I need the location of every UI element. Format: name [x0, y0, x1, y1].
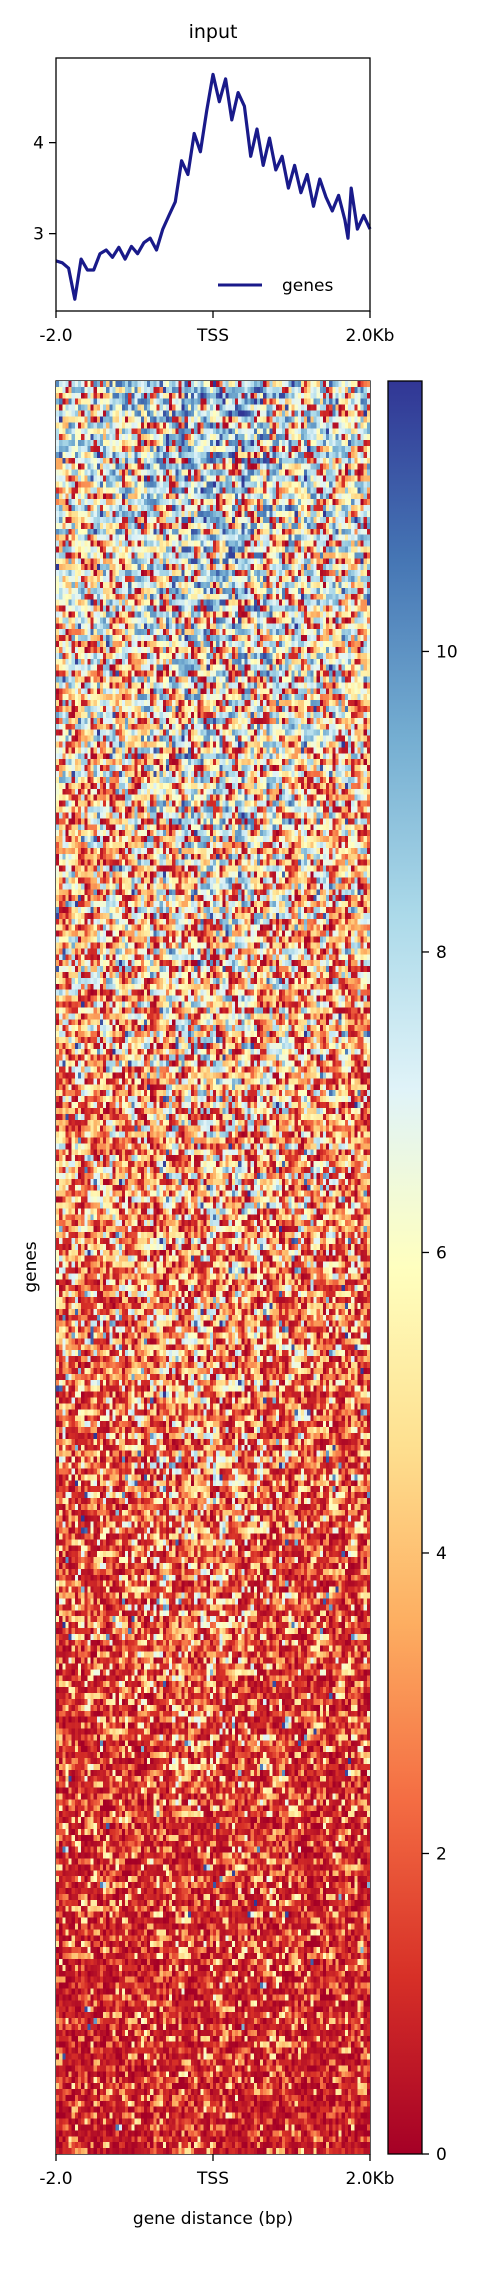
heatmap-x-axis: -2.0 TSS 2.0Kb — [39, 2154, 394, 2189]
profile-title: input — [189, 21, 238, 43]
heatmap-x-tick-label: -2.0 — [39, 2169, 72, 2189]
profile-x-tick-label: TSS — [196, 326, 229, 346]
profile-plot-area — [55, 72, 372, 301]
colorbar-tick-label: 6 — [436, 1243, 447, 1263]
colorbar-axis: 0 2 4 6 8 10 — [422, 642, 458, 2165]
heatmap-x-tick-label: 2.0Kb — [346, 2169, 395, 2189]
series-genes-line — [55, 72, 372, 301]
profile-x-tick-label: -2.0 — [39, 326, 72, 346]
heatmap-y-label: genes — [21, 1241, 41, 1292]
profile-x-tick-label: 2.0Kb — [346, 326, 395, 346]
heatmap-x-label: gene distance (bp) — [133, 2209, 293, 2229]
heatmap-cells — [56, 381, 370, 2154]
colorbar-tick-label: 10 — [436, 642, 458, 662]
profile-y-tick-label: 4 — [33, 134, 44, 154]
colorbar-tick-label: 4 — [436, 1544, 447, 1564]
profile-y-axis: 34 — [33, 134, 56, 245]
legend-label-genes: genes — [282, 276, 333, 296]
heatmap-x-tick-label: TSS — [196, 2169, 229, 2189]
colorbar-gradient — [388, 381, 422, 2154]
profile-x-axis: -2.0 TSS 2.0Kb — [39, 311, 394, 346]
colorbar-tick-label: 0 — [436, 2145, 447, 2165]
profile-y-tick-label: 3 — [33, 225, 44, 245]
colorbar-tick-label: 2 — [436, 1844, 447, 1864]
profile-legend: genes — [218, 276, 333, 296]
colorbar-tick-label: 8 — [436, 943, 447, 963]
colorbar-frame — [387, 380, 423, 2155]
